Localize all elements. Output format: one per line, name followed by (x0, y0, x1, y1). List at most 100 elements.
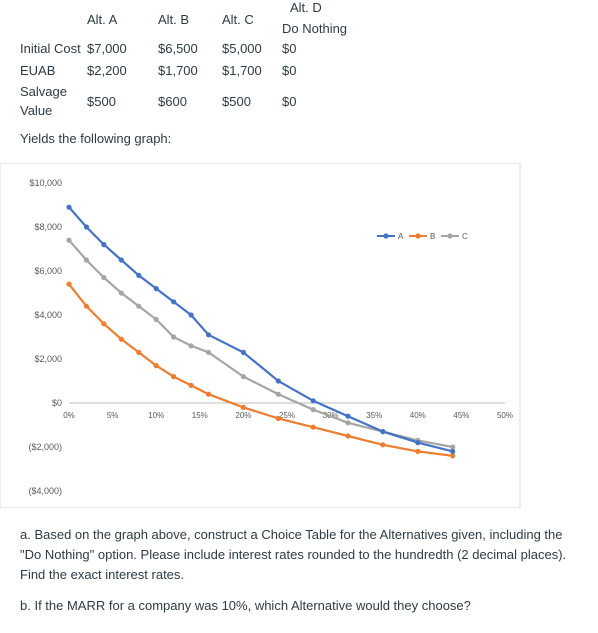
legend-label-c: C (462, 232, 468, 241)
cell-a-salvage: $500 (87, 94, 116, 109)
x-tick-label: 40% (410, 411, 426, 420)
y-tick-label: $10,000 (29, 178, 62, 188)
series-point-b (83, 303, 90, 309)
series-point-c (118, 290, 124, 296)
series-point-a (275, 378, 281, 384)
cell-d-initial-cost: $0 (282, 41, 297, 56)
series-point-c (66, 237, 72, 243)
cell-d-salvage: $0 (282, 94, 297, 109)
series-point-c (188, 343, 194, 349)
series-point-b (66, 281, 72, 287)
header-alt-c: Alt. C (222, 12, 254, 27)
row-label-initial-cost: Initial Cost (20, 41, 81, 56)
series-point-b (153, 363, 159, 369)
header-alt-a: Alt. A (87, 12, 118, 27)
series-point-a (240, 349, 246, 355)
legend-marker-b (415, 233, 421, 239)
series-point-b (171, 374, 177, 380)
header-alt-d: Alt. D (290, 0, 322, 15)
x-tick-label: 10% (148, 411, 164, 420)
legend-marker-c (447, 233, 453, 239)
series-point-c (240, 374, 246, 380)
cell-c-salvage: $500 (222, 94, 251, 109)
y-tick-label: $8,000 (34, 222, 62, 232)
series-line-a (68, 206, 453, 453)
row-label-value: Value (20, 103, 53, 118)
series-point-a (380, 429, 386, 435)
series-point-b (450, 453, 456, 459)
x-tick-label: 45% (453, 411, 469, 420)
cell-c-initial-cost: $5,000 (222, 41, 262, 56)
cell-a-initial-cost: $7,000 (87, 41, 127, 56)
y-tick-label: $4,000 (34, 310, 62, 320)
x-tick-label: 35% (366, 411, 382, 420)
series-point-b (310, 424, 316, 430)
cell-b-euab: $1,700 (158, 63, 198, 78)
series-point-b (205, 391, 212, 397)
x-tick-label: 20% (235, 411, 251, 420)
legend-label-a: A (398, 232, 404, 241)
x-tick-label: 50% (497, 411, 513, 420)
series-point-c (101, 275, 107, 281)
x-tick-label: 25% (279, 411, 295, 420)
header-alt-b: Alt. B (158, 12, 190, 27)
legend-label-b: B (430, 232, 435, 241)
row-label-euab: EUAB (20, 63, 56, 78)
y-tick-label: $2,000 (34, 354, 62, 364)
question-b: b. If the MARR for a company was 10%, wh… (20, 598, 471, 613)
npw-chart: $10,000 $8,000 $6,000 $4,000 $2,000 $0 ($2,000… (0, 163, 521, 508)
series-point-c (205, 349, 212, 355)
series-point-c (83, 257, 90, 263)
series-point-b (118, 336, 124, 342)
y-tick-label: $6,000 (34, 266, 62, 276)
series-point-c (275, 391, 281, 397)
y-tick-label: ($2,000) (28, 442, 62, 452)
header-do-nothing: Do Nothing (282, 21, 348, 36)
question-a: a. Based on the graph above, construct a… (20, 527, 567, 582)
x-tick-label: 5% (107, 411, 119, 420)
y-tick-label: $0 (52, 398, 62, 408)
series-point-b (101, 321, 107, 327)
series-point-c (310, 407, 316, 413)
y-axis-ticks: $10,000 $8,000 $6,000 $4,000 $2,000 $0 ($2,000… (28, 178, 62, 496)
series-point-b (380, 442, 386, 448)
series-line-b (68, 283, 453, 457)
row-label-salvage: Salvage (20, 84, 67, 99)
series-point-b (415, 448, 421, 454)
series-point-b (240, 404, 246, 410)
series-point-a (188, 312, 194, 318)
legend-marker-a (383, 233, 389, 239)
series-point-b (136, 349, 142, 355)
cell-b-initial-cost: $6,500 (158, 41, 198, 56)
series-point-a (450, 448, 456, 454)
series-point-a (171, 299, 177, 305)
cell-d-euab: $0 (282, 63, 297, 78)
series-point-c (345, 420, 351, 426)
chart-frame (0, 163, 521, 508)
series-point-a (66, 204, 72, 210)
x-tick-label: 0% (63, 411, 75, 420)
series-point-b (275, 415, 281, 421)
series-point-c (171, 334, 177, 340)
cell-a-euab: $2,200 (87, 63, 127, 78)
series-point-b (345, 433, 351, 439)
y-tick-label: ($4,000) (28, 486, 62, 496)
series-point-a (415, 440, 421, 446)
series-point-a (136, 272, 142, 278)
series-point-b (188, 382, 194, 388)
series-point-a (83, 224, 90, 230)
series-point-a (118, 257, 124, 263)
series-point-a (345, 413, 351, 419)
series-point-a (153, 286, 159, 292)
chart-legend: A B C (377, 232, 468, 241)
series-point-a (205, 332, 212, 338)
series-point-c (136, 303, 142, 309)
cell-b-salvage: $600 (158, 94, 187, 109)
chart-series (66, 204, 456, 459)
graph-caption: Yields the following graph: (20, 131, 172, 146)
series-point-a (101, 242, 107, 248)
series-point-c (153, 316, 159, 322)
series-point-c (450, 444, 456, 450)
series-line-c (68, 239, 453, 449)
x-tick-label: 15% (192, 411, 208, 420)
